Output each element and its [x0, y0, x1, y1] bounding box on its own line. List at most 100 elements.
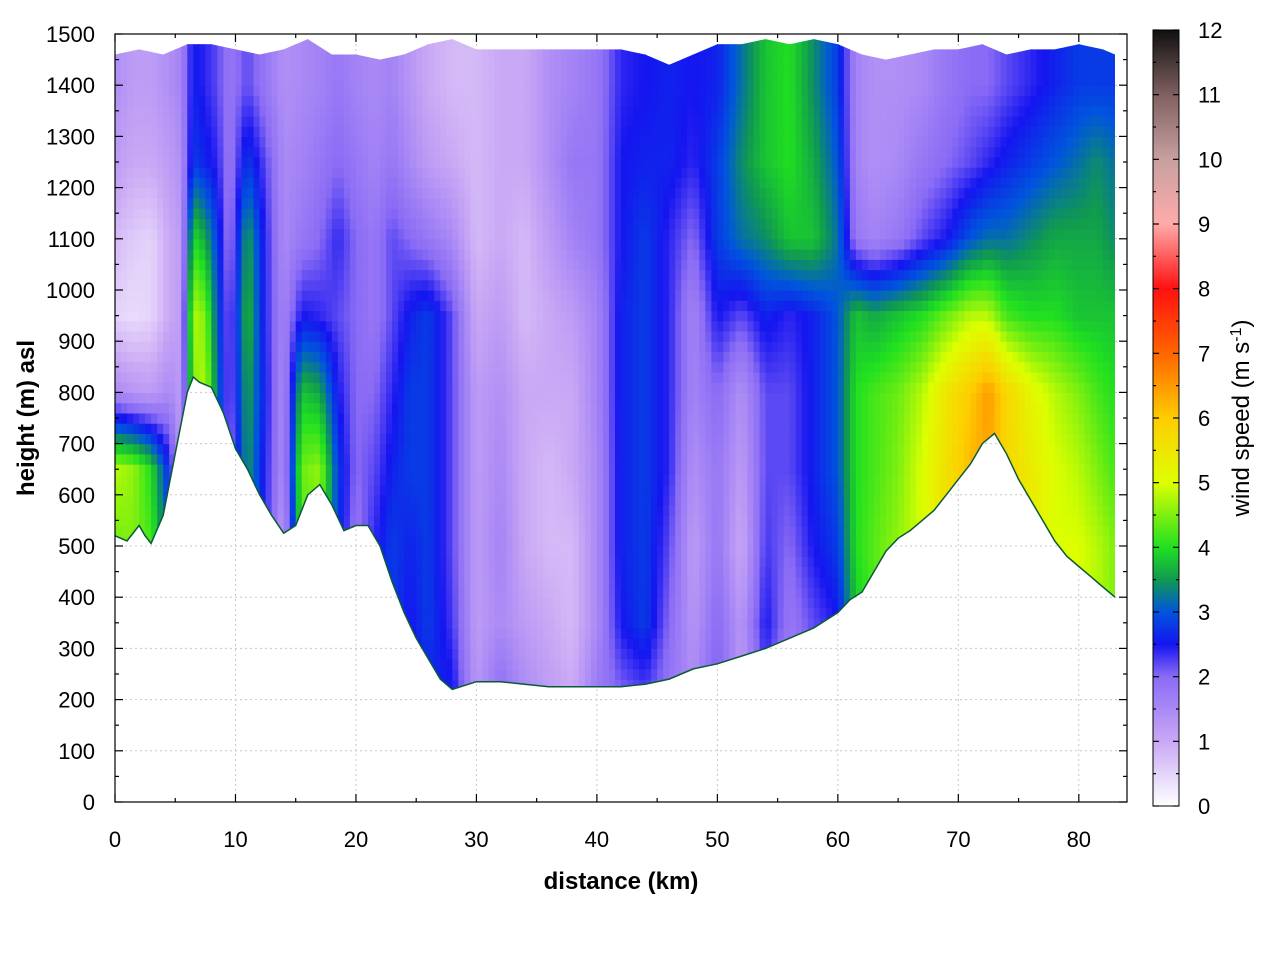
wind-cell-357	[145, 361, 152, 373]
wind-cell-2928	[386, 658, 393, 670]
wind-cell-3861	[470, 423, 478, 434]
wind-cell-2881	[380, 474, 387, 486]
wind-cell-2061	[301, 218, 309, 230]
wind-cell-2802	[374, 617, 381, 629]
wind-cell-3271	[416, 474, 423, 486]
wind-cell-604	[169, 494, 176, 506]
wind-cell-4596	[536, 218, 544, 230]
wind-cell-3429	[428, 187, 435, 199]
wind-cell-3535	[440, 433, 447, 445]
wind-cell-4165	[500, 638, 508, 649]
wind-cell-828	[187, 197, 194, 209]
wind-cell-3998	[482, 351, 490, 363]
wind-cell-2289	[325, 546, 333, 557]
wind-cell-3593	[446, 505, 453, 516]
wind-cell-876	[193, 371, 200, 383]
wind-cell-825	[187, 228, 194, 240]
wind-cell-371	[145, 218, 152, 230]
wind-cell-1496	[253, 679, 261, 690]
wind-cell-727	[181, 566, 188, 578]
wind-cell-826	[187, 218, 194, 230]
wind-cell-2667	[361, 668, 369, 680]
wind-cell-812	[187, 361, 194, 373]
wind-cell-3440	[428, 74, 435, 86]
wind-cell-3283	[416, 351, 423, 363]
wind-cell-572	[163, 156, 170, 168]
wind-cell-4428	[524, 607, 532, 619]
wind-cell-1613	[259, 146, 267, 158]
wind-cell-4262	[506, 310, 514, 322]
wind-cell-2372	[331, 361, 339, 373]
wind-cell-931	[199, 474, 206, 486]
wind-cell-2452	[337, 208, 345, 219]
wind-cell-2987	[386, 54, 393, 66]
wind-cell-4173	[500, 556, 508, 568]
wind-cell-2402	[331, 54, 339, 66]
wind-cell-3376	[422, 64, 429, 76]
wind-cell-4585	[536, 330, 544, 342]
wind-cell-4800	[554, 126, 562, 137]
wind-cell-2231	[319, 474, 327, 486]
wind-cell-2233	[319, 453, 327, 465]
wind-cell-4178	[500, 505, 508, 516]
wind-cell-492	[157, 310, 164, 322]
wind-cell-4565	[536, 535, 544, 547]
wind-cell-956	[199, 218, 206, 230]
wind-cell-1205	[223, 330, 231, 342]
wind-cell-4347	[512, 105, 520, 117]
wind-cell-3019	[392, 392, 399, 404]
wind-cell-2093	[307, 556, 315, 568]
wind-cell-1018	[205, 249, 212, 260]
wind-cell-4034	[488, 648, 496, 660]
wind-cell-910	[199, 689, 206, 690]
wind-cell-991	[205, 525, 212, 537]
wind-cell-1208	[223, 300, 231, 312]
wind-cell-2782	[368, 156, 375, 168]
wind-cell-4412	[518, 105, 526, 117]
wind-cell-470	[157, 535, 164, 547]
wind-cell-1837	[283, 515, 291, 527]
wind-cell-3372	[422, 105, 429, 117]
wind-cell-3592	[446, 515, 453, 527]
wind-cell-519	[157, 39, 164, 45]
wind-cell-1766	[277, 576, 285, 588]
wind-cell-2349	[331, 597, 339, 609]
wind-cell-173	[127, 249, 134, 260]
wind-cell-1231	[223, 64, 231, 76]
wind-cell-4555	[536, 638, 544, 649]
wind-cell-4924	[566, 187, 574, 199]
wind-cell-746	[181, 371, 188, 383]
wind-cell-4860	[560, 177, 568, 189]
wind-cell-2902	[380, 259, 387, 271]
wind-cell-3985	[482, 484, 490, 496]
wind-cell-75	[121, 586, 128, 598]
wind-cell-898	[193, 146, 200, 158]
wind-cell-2806	[374, 576, 381, 588]
wind-cell-770	[181, 126, 188, 137]
wind-cell-4031	[488, 679, 496, 690]
wind-cell-3891	[470, 115, 478, 127]
wind-cell-1293	[229, 95, 237, 107]
wind-cell-4739	[548, 85, 556, 97]
wind-cell-252	[133, 105, 140, 117]
wind-cell-1214	[223, 238, 231, 250]
wind-cell-3690	[452, 177, 459, 189]
wind-cell-3575	[446, 689, 453, 690]
wind-cell-833	[187, 146, 194, 158]
wind-cell-886	[193, 269, 200, 281]
wind-cell-3812	[464, 259, 471, 271]
wind-cell-2930	[386, 638, 393, 649]
wind-cell-423	[151, 351, 158, 363]
wind-cell-3242	[410, 105, 417, 117]
wind-cell-1438	[247, 607, 255, 619]
wind-cell-90	[121, 433, 128, 445]
wind-cell-4862	[560, 156, 568, 168]
wind-cell-35	[115, 330, 122, 342]
wind-cell-4482	[524, 54, 532, 66]
wind-cell-1428	[241, 44, 249, 56]
wind-cell-3488	[434, 249, 441, 260]
wind-cell-4818	[560, 607, 568, 619]
wind-cell-1913	[289, 402, 297, 414]
wind-cell-1570	[259, 586, 267, 598]
wind-cell-3917	[476, 515, 484, 527]
